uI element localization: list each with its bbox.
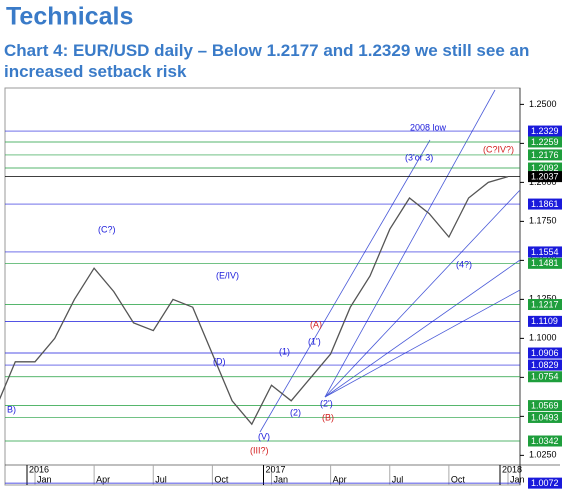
level-box	[528, 371, 562, 383]
level-box	[528, 359, 562, 371]
trendline	[259, 139, 431, 433]
level-box	[528, 171, 562, 183]
level-label: 1.0072	[531, 478, 559, 488]
x-tick-label: Oct	[451, 474, 466, 484]
wave-label: (B)	[322, 412, 334, 422]
level-label: 1.2176	[531, 150, 559, 160]
wave-label: (C?IV?)	[483, 144, 514, 154]
wave-label: (4?)	[456, 259, 472, 269]
y-tick-label: 1.1750	[529, 216, 557, 226]
y-tick-label: 1.2500	[529, 99, 557, 109]
level-label: 1.1861	[531, 199, 559, 209]
trendlines	[259, 89, 521, 433]
wave-label: (C?)	[98, 224, 116, 234]
level-label: 1.0569	[531, 400, 559, 410]
trendline	[324, 289, 521, 398]
level-box	[528, 136, 562, 148]
x-tick-label: Jul	[155, 474, 167, 484]
wave-label: (2)	[290, 407, 301, 417]
wave-label: (3'or 3)	[405, 152, 433, 162]
level-label: 1.0906	[531, 348, 559, 358]
level-box	[528, 198, 562, 210]
year-label: 2018	[502, 464, 522, 474]
level-box	[528, 246, 562, 258]
level-box	[528, 149, 562, 161]
wave-label: (A)	[310, 319, 322, 329]
level-box	[528, 257, 562, 269]
level-box	[528, 315, 562, 327]
y-tick-label: 1.0250	[529, 450, 557, 460]
wave-label: (1')	[308, 336, 321, 346]
level-box	[528, 162, 562, 174]
trendline	[324, 89, 496, 398]
x-tick-label: Jan	[37, 474, 52, 484]
wave-label: (1)	[279, 346, 290, 356]
level-box	[528, 435, 562, 447]
level-box	[528, 125, 562, 137]
level-box	[528, 347, 562, 359]
x-tick-label: Oct	[214, 474, 229, 484]
level-label: 1.2329	[531, 126, 559, 136]
level-label: 1.1554	[531, 247, 559, 257]
trendline	[324, 189, 521, 398]
level-box	[528, 477, 562, 489]
x-tick-label: Jan	[274, 474, 289, 484]
level-label: 1.0829	[531, 360, 559, 370]
level-label: 1.0342	[531, 436, 559, 446]
wave-label: (V)	[258, 431, 270, 441]
x-tick-label: Apr	[333, 474, 347, 484]
price-line	[0, 175, 509, 426]
level-label: 1.1109	[531, 316, 558, 326]
wave-label: B)	[7, 404, 16, 414]
wave-label: (D)	[213, 356, 226, 366]
level-label: 1.1217	[531, 299, 559, 309]
y-tick-label: 1.1250	[529, 294, 557, 304]
wave-label: (2')	[320, 398, 333, 408]
wave-label: (E/IV)	[216, 270, 239, 280]
year-label: 2016	[29, 464, 49, 474]
level-label: 1.2092	[531, 163, 559, 173]
wave-label: (III?)	[250, 445, 269, 455]
page-title: Technicals	[6, 3, 133, 31]
plot-frame	[4, 87, 521, 486]
subtitle-box: Chart 4: EUR/USD daily – Below 1.2177 an…	[4, 41, 530, 81]
level-label: 1.1481	[531, 258, 559, 268]
level-label: 1.0493	[531, 412, 559, 422]
wave-label: 2008 low	[410, 122, 447, 132]
level-label: 1.2259	[531, 137, 559, 147]
trendline	[324, 259, 521, 398]
level-label: 1.2037	[531, 171, 559, 181]
level-box	[528, 299, 562, 311]
level-box	[528, 411, 562, 423]
level-box	[528, 400, 562, 412]
chart-title: Chart 4: EUR/USD daily – Below 1.2177 an…	[4, 41, 530, 81]
x-tick-label: Jul	[392, 474, 404, 484]
y-tick-label: 1.1000	[529, 333, 557, 343]
level-label: 1.0754	[531, 372, 559, 382]
year-label: 2017	[266, 464, 286, 474]
x-tick-label: Jan	[510, 474, 525, 484]
x-tick-label: Apr	[96, 474, 110, 484]
